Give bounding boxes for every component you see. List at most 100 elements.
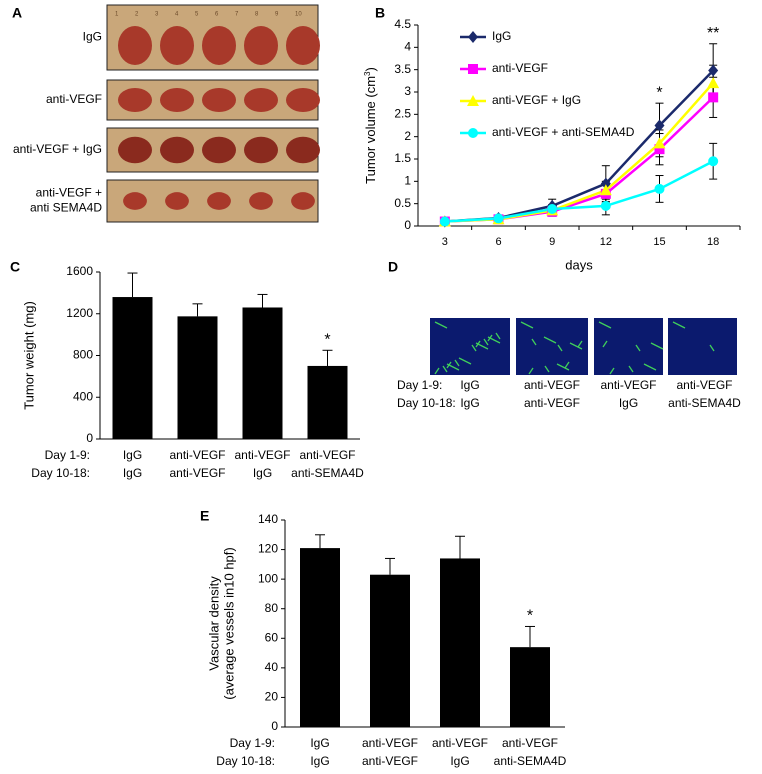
row-label: Day 1-9:	[45, 448, 90, 462]
tumor	[286, 88, 320, 112]
marker	[468, 64, 478, 74]
tumor	[123, 192, 147, 210]
vessel	[650, 342, 664, 350]
vessel	[635, 344, 641, 352]
y-tick-label: 0	[404, 218, 411, 232]
vessel	[602, 340, 608, 348]
y-label-text: Tumor volume (cm	[363, 76, 378, 184]
y-tick-label: 100	[258, 571, 278, 585]
ruler-label: 3	[155, 12, 159, 18]
micrograph	[668, 318, 737, 375]
legend-label: anti-VEGF + anti-SEMA4D	[492, 125, 635, 139]
x-tick-label: IgG	[310, 754, 329, 768]
x-tick-label: anti-VEGF	[362, 736, 418, 750]
row-label: Day 1-9:	[397, 378, 442, 392]
x-tick-label: anti-VEGF	[169, 466, 225, 480]
x-tick-label: anti-VEGF	[299, 448, 355, 462]
vessel	[556, 363, 570, 371]
ruler-label: 5	[195, 12, 199, 18]
x-tick-label: IgG	[123, 466, 142, 480]
vessel	[520, 321, 534, 329]
y-tick-label: 20	[265, 690, 279, 704]
tumor	[244, 88, 278, 112]
x-tick-label: anti-VEGF	[234, 448, 290, 462]
bar	[177, 316, 218, 439]
row-label: anti-VEGF	[46, 92, 102, 106]
y-tick-label: 0	[271, 719, 278, 733]
tumor	[286, 136, 320, 164]
vessel	[543, 336, 557, 344]
ruler-label: 8	[255, 12, 259, 18]
row-label: anti SEMA4D	[30, 201, 102, 215]
marker	[599, 184, 612, 196]
panel-label: A	[12, 5, 22, 21]
x-tick-label: IgG	[310, 736, 329, 750]
x-tick-label: IgG	[253, 466, 272, 480]
x-tick-label: anti-VEGF	[502, 736, 558, 750]
x-tick-label: IgG	[450, 754, 469, 768]
row-label: Day 10-18:	[397, 396, 456, 410]
tumor	[202, 26, 236, 65]
vessel	[458, 357, 472, 365]
tumor	[244, 26, 278, 65]
y-axis-label: Tumor volume (cm3)	[363, 67, 379, 184]
marker	[653, 137, 666, 149]
error-bar	[322, 349, 333, 366]
marker	[707, 77, 720, 89]
x-tick-label: anti-VEGF	[432, 736, 488, 750]
x-axis-label: days	[565, 257, 593, 272]
vessel	[434, 367, 440, 375]
y-tick-label: 140	[258, 512, 278, 526]
vessel	[628, 365, 634, 373]
marker	[654, 183, 665, 194]
vessel	[475, 340, 481, 348]
tumor	[118, 88, 152, 112]
vessel	[495, 332, 501, 340]
y-tick-label: 1200	[66, 306, 93, 320]
x-tick-label: 3	[442, 236, 448, 248]
tumor	[249, 192, 273, 210]
tumor	[207, 192, 231, 210]
row-label: Day 1-9:	[230, 736, 275, 750]
column-label: anti-VEGF	[524, 396, 580, 410]
legend-label: anti-VEGF + IgG	[492, 93, 581, 107]
ruler-label: 1	[115, 12, 119, 18]
bar	[440, 558, 480, 727]
bar	[307, 365, 348, 439]
tumor	[160, 136, 194, 164]
vessel	[598, 321, 612, 329]
x-tick-label: 9	[549, 236, 555, 248]
micrograph	[430, 318, 510, 375]
panel-label: C	[10, 259, 20, 275]
column-label: IgG	[460, 378, 479, 392]
x-tick-label: anti-SEMA4D	[494, 754, 567, 768]
vessel	[442, 365, 448, 373]
row-label: anti-VEGF +	[36, 186, 102, 200]
vessel	[609, 367, 615, 375]
tumor	[291, 192, 315, 210]
error-bar	[385, 557, 395, 575]
row-label: Day 10-18:	[216, 754, 275, 768]
bar	[510, 647, 550, 727]
error-bar	[127, 272, 138, 298]
y-axis-label: Tumor weight (mg)	[21, 301, 36, 410]
legend-label: anti-VEGF	[492, 61, 548, 75]
vessel	[446, 361, 452, 369]
tumor	[165, 192, 189, 210]
error-bar	[525, 625, 535, 648]
y-tick-label: 1.5	[394, 151, 411, 165]
x-tick-label: IgG	[123, 448, 142, 462]
significance: *	[527, 608, 533, 625]
vessel	[557, 344, 563, 352]
significance: *	[324, 332, 330, 349]
ruler-label: 9	[275, 12, 279, 18]
tumor	[286, 26, 320, 65]
error-bar	[455, 535, 465, 559]
y-tick-label: 0.5	[394, 196, 411, 210]
vessel	[544, 365, 550, 373]
tumor	[160, 88, 194, 112]
y-tick-label: 1	[404, 174, 411, 188]
row-label: anti-VEGF + IgG	[13, 142, 102, 156]
bar	[370, 574, 410, 727]
marker	[467, 95, 479, 106]
